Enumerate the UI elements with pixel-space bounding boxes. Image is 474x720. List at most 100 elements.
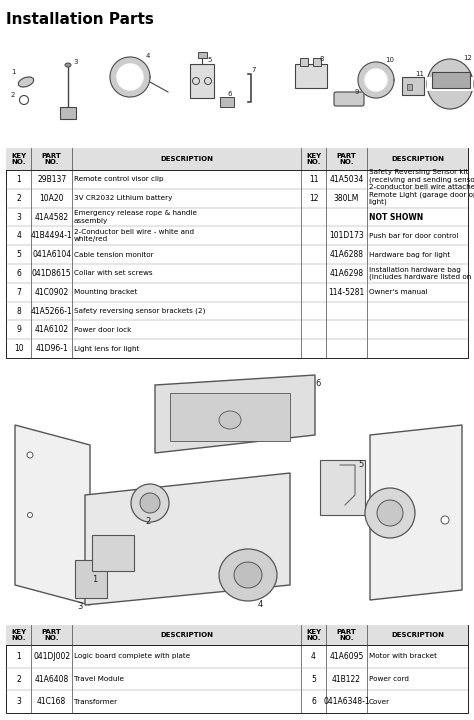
Bar xyxy=(220,97,234,107)
Text: 8: 8 xyxy=(16,307,21,315)
Text: 10: 10 xyxy=(14,344,24,353)
Text: 3: 3 xyxy=(16,212,21,222)
Bar xyxy=(6,625,468,645)
Bar xyxy=(60,107,76,119)
Text: 4: 4 xyxy=(16,231,21,240)
Ellipse shape xyxy=(140,493,160,513)
Text: 8: 8 xyxy=(320,56,324,62)
Text: Installation Parts: Installation Parts xyxy=(6,12,154,27)
Text: 2: 2 xyxy=(146,517,151,526)
Bar xyxy=(427,77,473,91)
Text: 41B4494-1: 41B4494-1 xyxy=(31,231,73,240)
Bar xyxy=(6,365,468,613)
Text: 2: 2 xyxy=(16,194,21,203)
Text: 41A6298: 41A6298 xyxy=(329,269,364,278)
Text: Safety reversing sensor brackets (2): Safety reversing sensor brackets (2) xyxy=(74,307,205,314)
Ellipse shape xyxy=(27,513,33,518)
Text: DESCRIPTION: DESCRIPTION xyxy=(160,632,213,638)
Text: Power door lock: Power door lock xyxy=(74,327,131,333)
Text: 5: 5 xyxy=(16,250,21,259)
Text: 041A6104: 041A6104 xyxy=(32,250,71,259)
Ellipse shape xyxy=(65,63,71,67)
Text: KEY
NO.: KEY NO. xyxy=(306,629,321,642)
Bar xyxy=(6,625,468,713)
Text: Travel Module: Travel Module xyxy=(74,676,124,682)
Text: 41A4582: 41A4582 xyxy=(35,212,69,222)
Text: PART
NO.: PART NO. xyxy=(337,629,356,642)
Text: 11: 11 xyxy=(309,175,318,184)
Text: 41B122: 41B122 xyxy=(332,675,361,683)
Text: 6: 6 xyxy=(311,697,316,706)
Bar xyxy=(170,393,290,441)
Text: Push bar for door control: Push bar for door control xyxy=(369,233,458,239)
Polygon shape xyxy=(365,69,387,91)
Text: 6: 6 xyxy=(315,379,320,388)
Text: Remote Light (garage door opener
light): Remote Light (garage door opener light) xyxy=(369,191,474,205)
Bar xyxy=(295,64,327,88)
Text: Mounting bracket: Mounting bracket xyxy=(74,289,137,295)
Bar xyxy=(75,560,107,598)
Text: Cover: Cover xyxy=(369,698,390,705)
Bar xyxy=(320,460,365,515)
Text: 4: 4 xyxy=(146,53,150,59)
Text: 3: 3 xyxy=(77,602,82,611)
Text: KEY
NO.: KEY NO. xyxy=(11,629,26,642)
Text: Hardware bag for light: Hardware bag for light xyxy=(369,251,450,258)
Text: KEY
NO.: KEY NO. xyxy=(11,153,26,166)
Text: 1: 1 xyxy=(16,652,21,661)
Text: 11: 11 xyxy=(416,71,425,77)
Text: Remote control visor clip: Remote control visor clip xyxy=(74,176,164,182)
Ellipse shape xyxy=(18,77,34,87)
Text: PART
NO.: PART NO. xyxy=(42,153,62,166)
Text: 9: 9 xyxy=(355,89,359,95)
Text: DESCRIPTION: DESCRIPTION xyxy=(391,156,444,162)
Text: 2-Conductor bell wire - white and
white/red: 2-Conductor bell wire - white and white/… xyxy=(74,229,194,243)
Text: 41A6102: 41A6102 xyxy=(35,325,69,334)
Bar xyxy=(313,58,321,66)
Text: 41C0902: 41C0902 xyxy=(35,288,69,297)
Text: 29B137: 29B137 xyxy=(37,175,66,184)
Ellipse shape xyxy=(131,484,169,522)
Text: 4: 4 xyxy=(311,652,316,661)
Bar xyxy=(198,52,207,58)
Polygon shape xyxy=(370,425,462,600)
Bar xyxy=(407,84,412,90)
Text: 41C168: 41C168 xyxy=(37,697,66,706)
Text: 2: 2 xyxy=(11,92,15,98)
Text: 1: 1 xyxy=(16,175,21,184)
Text: Power cord: Power cord xyxy=(369,676,409,682)
Text: DESCRIPTION: DESCRIPTION xyxy=(160,156,213,162)
Bar xyxy=(6,148,468,170)
Text: 1: 1 xyxy=(11,69,15,75)
Text: 10A20: 10A20 xyxy=(39,194,64,203)
Text: 041D8615: 041D8615 xyxy=(32,269,72,278)
Bar xyxy=(6,22,468,142)
Text: 5: 5 xyxy=(208,57,212,63)
Text: 3: 3 xyxy=(74,59,78,65)
Ellipse shape xyxy=(377,500,403,526)
Polygon shape xyxy=(155,375,315,453)
Bar xyxy=(402,77,424,95)
Text: 41D96-1: 41D96-1 xyxy=(36,344,68,353)
Polygon shape xyxy=(117,64,143,90)
Bar xyxy=(432,72,470,88)
Text: 41A6095: 41A6095 xyxy=(329,652,364,661)
Ellipse shape xyxy=(219,411,241,429)
Ellipse shape xyxy=(441,516,449,524)
Text: 12: 12 xyxy=(464,55,473,61)
Text: 2: 2 xyxy=(16,675,21,683)
Ellipse shape xyxy=(27,452,33,458)
Ellipse shape xyxy=(234,562,262,588)
Text: 7: 7 xyxy=(252,67,256,73)
Bar xyxy=(300,58,308,66)
FancyBboxPatch shape xyxy=(334,92,364,106)
Text: 041DJ002: 041DJ002 xyxy=(33,652,70,661)
Ellipse shape xyxy=(427,59,473,109)
Text: KEY
NO.: KEY NO. xyxy=(306,153,321,166)
Text: 3: 3 xyxy=(16,697,21,706)
Text: 6: 6 xyxy=(16,269,21,278)
Text: Logic board complete with plate: Logic board complete with plate xyxy=(74,653,191,660)
Text: 12: 12 xyxy=(309,194,318,203)
Text: Emergency release rope & handle
assembly: Emergency release rope & handle assembly xyxy=(74,210,197,224)
Text: 9: 9 xyxy=(16,325,21,334)
